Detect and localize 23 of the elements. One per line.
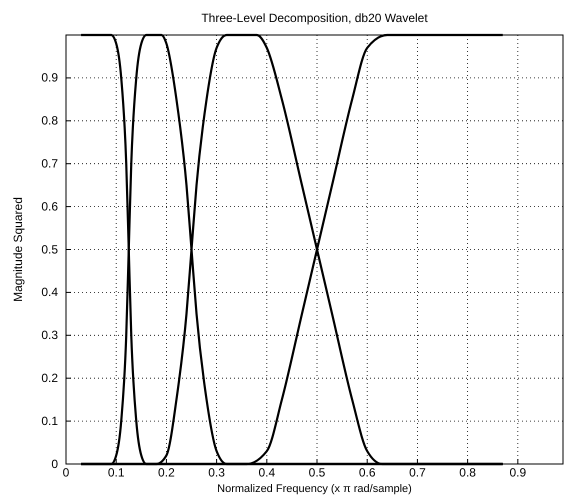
y-tick-label: 0.5	[41, 242, 58, 256]
x-tick-label: 0.3	[208, 466, 226, 480]
x-tick-label: 0.2	[158, 466, 176, 480]
y-tick-label: 0.2	[41, 371, 58, 386]
x-tick-label: 0.8	[459, 466, 476, 480]
y-tick-label: 0.8	[41, 114, 58, 128]
y-tick-label: 0.1	[41, 414, 58, 428]
chart-title: Three-Level Decomposition, db20 Wavelet	[201, 11, 428, 25]
y-tick-label: 0	[51, 456, 58, 471]
x-tick-label: 0	[62, 466, 70, 480]
x-tick-label: 0.6	[358, 466, 376, 480]
y-tick-label: 0.4	[41, 285, 58, 300]
y-tick-label: 0.3	[41, 328, 58, 342]
x-tick-label: 0.9	[509, 466, 526, 480]
y-axis-title: Magnitude Squared	[11, 197, 25, 302]
x-tick-label: 0.7	[409, 466, 426, 480]
x-tick-label: 0.5	[308, 466, 326, 480]
x-tick-label: 0.4	[258, 466, 276, 480]
y-tick-label: 0.9	[41, 70, 58, 85]
y-tick-label: 0.6	[41, 199, 58, 214]
x-axis-title: Normalized Frequency (x π rad/sample)	[217, 483, 412, 495]
x-tick-label: 0.1	[108, 466, 125, 480]
y-tick-label: 0.7	[41, 156, 58, 171]
